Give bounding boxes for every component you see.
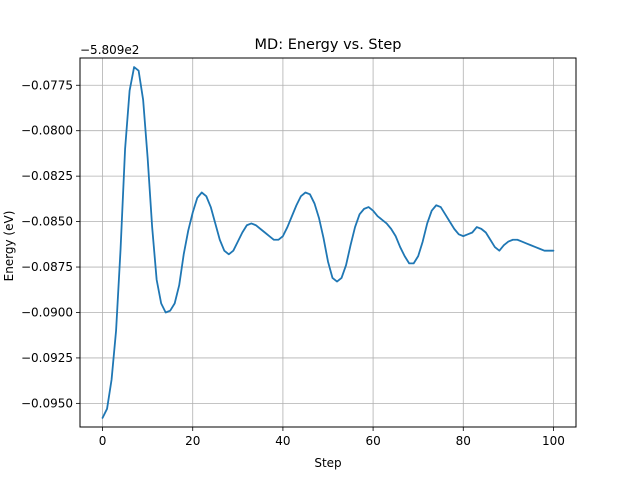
y-tick-label: −0.0925 <box>21 351 73 365</box>
y-offset-text: −5.809e2 <box>80 43 139 57</box>
x-tick-label: 20 <box>185 434 200 448</box>
y-tick-label: −0.0800 <box>21 124 73 138</box>
y-tick-label: −0.0775 <box>21 78 73 92</box>
x-tick-label: 60 <box>365 434 380 448</box>
y-tick-label: −0.0950 <box>21 396 73 410</box>
y-tick-label: −0.0825 <box>21 169 73 183</box>
series-layer <box>101 66 555 419</box>
y-tick-label: −0.0875 <box>21 260 73 274</box>
x-axis-label: Step <box>314 456 341 470</box>
y-axis-label: Energy (eV) <box>2 211 16 282</box>
energy-series-line <box>101 66 555 419</box>
y-tick-label: −0.0900 <box>21 305 73 319</box>
x-axis: 0 20 40 60 80 100 <box>99 427 565 448</box>
grid <box>80 58 576 427</box>
x-tick-label: 100 <box>542 434 565 448</box>
y-axis: −0.0950 −0.0925 −0.0900 −0.0875 −0.0850 −0.08… <box>21 78 80 410</box>
axes-frame <box>79 57 577 428</box>
y-tick-label: −0.0850 <box>21 215 73 229</box>
x-tick-label: 0 <box>99 434 107 448</box>
chart-title: MD: Energy vs. Step <box>255 37 402 53</box>
x-tick-label: 80 <box>456 434 471 448</box>
x-tick-label: 40 <box>275 434 290 448</box>
